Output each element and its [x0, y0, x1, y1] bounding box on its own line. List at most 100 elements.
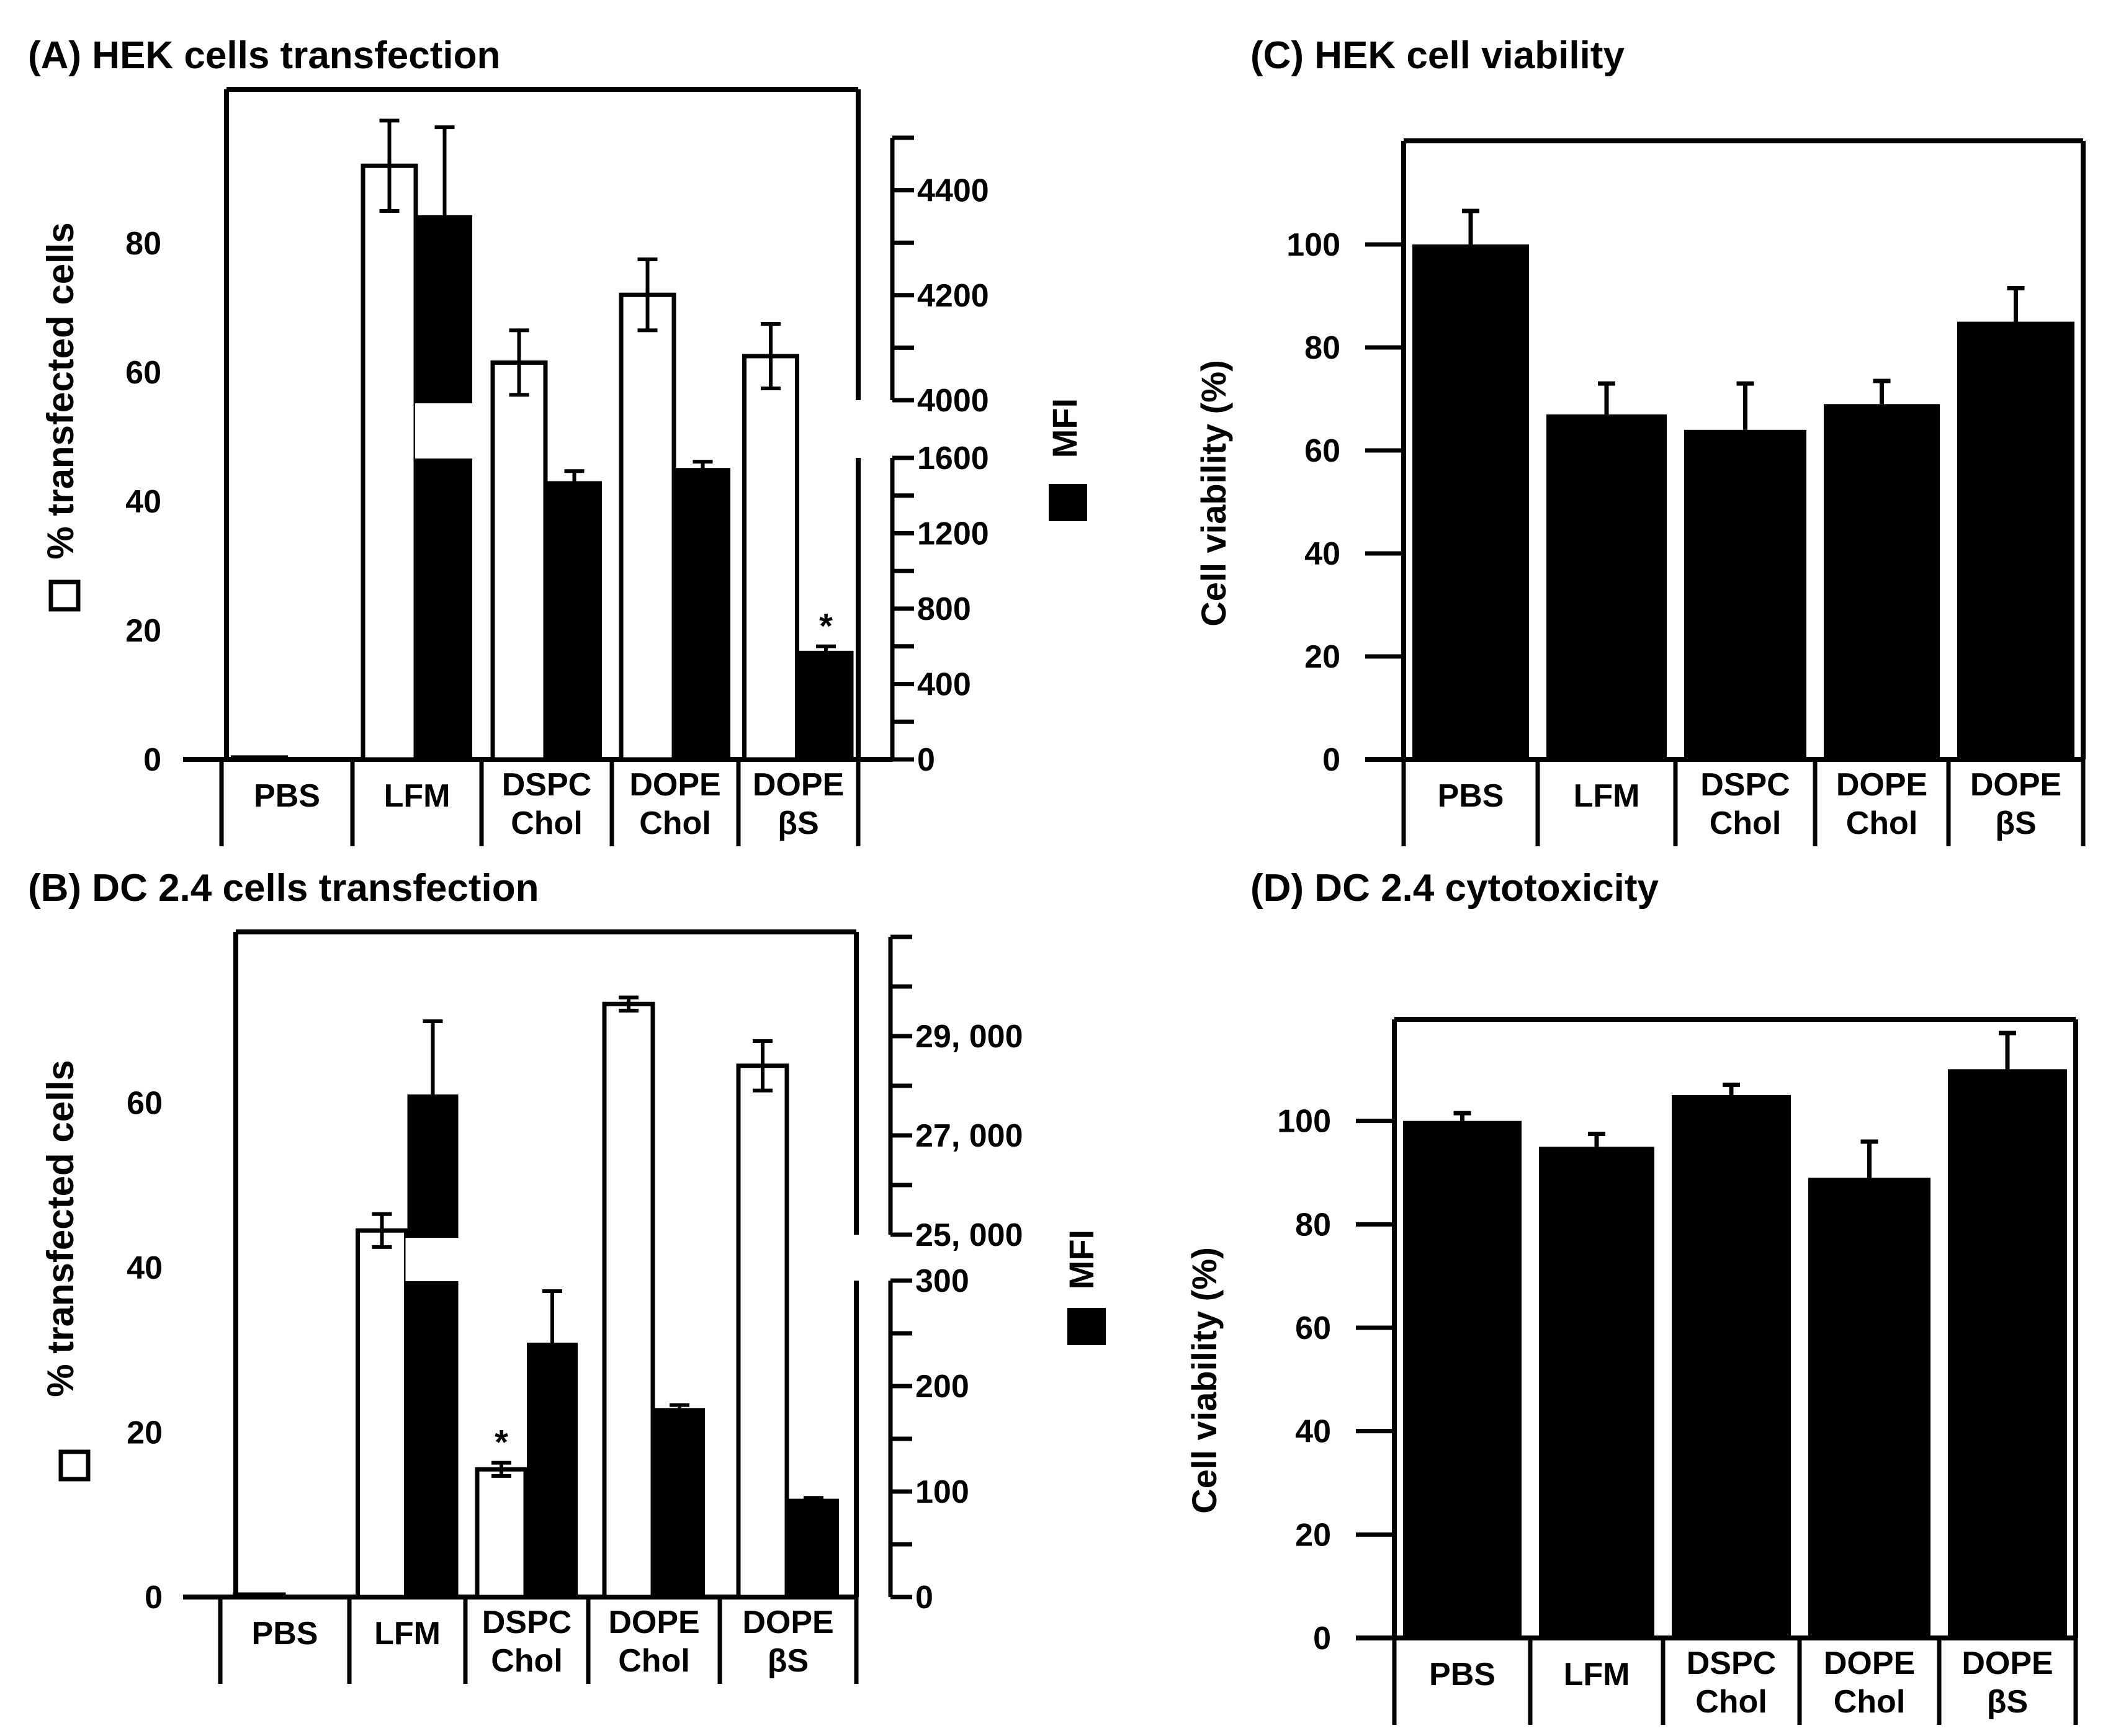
y-tick-label: 80 — [1295, 1207, 1331, 1243]
x-tick-label: PBS — [252, 1616, 318, 1652]
left-y-tick-label: 0 — [145, 1580, 163, 1616]
left-y-tick-label: 40 — [125, 484, 161, 520]
bar-mfi — [655, 1409, 704, 1597]
bar-mfi — [676, 469, 729, 759]
x-tick-label: LFM — [384, 778, 451, 814]
y-tick-label: 100 — [1277, 1104, 1331, 1140]
left-y-tick-label: 0 — [143, 742, 161, 778]
right-y-tick-label: 300 — [915, 1263, 969, 1299]
right-y-tick-label: 0 — [917, 742, 935, 778]
bar-cell-viability — [1948, 1069, 2067, 1638]
legend-filled-square — [1049, 484, 1087, 521]
bar-cell-viability — [1957, 322, 2074, 760]
x-tick-label: DOPE — [1970, 767, 2061, 803]
panel-C: (C) HEK cell viability 0 20 40 60 80 100 PBS LFM… — [1194, 34, 2083, 846]
y-tick-label: 20 — [1295, 1517, 1331, 1553]
x-tick-label: Chol — [1695, 1684, 1767, 1720]
x-tick-label: LFM — [1574, 778, 1640, 814]
x-tick-label: PBS — [254, 778, 320, 814]
x-tick-label: DOPE — [742, 1604, 833, 1640]
left-y-axis-title: % transfected cells — [40, 1060, 81, 1397]
panel-D: (D) DC 2.4 cytotoxicity 0 20 40 60 80 100 PBS LF… — [1185, 867, 2076, 1725]
bar-mfi — [548, 482, 601, 759]
significance-asterisk: * — [819, 606, 833, 645]
bar-percent-transfected — [358, 1230, 406, 1597]
bar-axis-break-gap — [406, 1238, 460, 1281]
left-y-tick-label: 60 — [127, 1086, 163, 1122]
y-tick-label: 20 — [1304, 639, 1340, 675]
x-tick-label: Chol — [511, 805, 583, 841]
legend-filled-square — [1067, 1308, 1106, 1345]
left-y-tick-label: 40 — [127, 1250, 163, 1286]
bar-cell-viability — [1403, 1121, 1522, 1638]
x-tick-label: Chol — [1834, 1684, 1906, 1720]
x-tick-label: PBS — [1438, 778, 1504, 814]
bar-cell-viability — [1684, 430, 1806, 759]
right-y-tick-label: 4000 — [917, 383, 989, 419]
panel-title: (D) DC 2.4 cytotoxicity — [1250, 867, 1659, 910]
x-tick-label: βS — [1995, 805, 2036, 841]
right-y-tick-label: 1200 — [917, 516, 989, 552]
x-tick-label: PBS — [1429, 1657, 1495, 1693]
bar-cell-viability — [1539, 1147, 1654, 1638]
x-tick-label: Chol — [618, 1643, 690, 1679]
panel-title: (A) HEK cells transfection — [28, 34, 500, 77]
x-tick-label: DSPC — [502, 767, 591, 803]
y-tick-label: 60 — [1304, 433, 1340, 469]
right-y-tick-label: 4200 — [917, 278, 989, 314]
bar-mfi — [789, 1500, 838, 1597]
right-y-axis-title: MFI — [1045, 398, 1084, 458]
right-y-tick-label: 0 — [915, 1580, 933, 1616]
bar-percent-transfected — [621, 295, 674, 759]
x-tick-label: βS — [768, 1643, 809, 1679]
bar-percent-transfected — [604, 1004, 653, 1597]
x-tick-label: DOPE — [608, 1604, 699, 1640]
right-y-tick-label: 27, 000 — [915, 1118, 1023, 1154]
x-tick-label: Chol — [639, 805, 711, 841]
x-tick-label: DOPE — [1962, 1645, 2053, 1681]
x-tick-label: LFM — [374, 1616, 441, 1652]
bar-cell-viability — [1808, 1178, 1930, 1638]
left-y-tick-label: 20 — [125, 613, 161, 649]
right-y-tick-label: 200 — [915, 1369, 969, 1405]
x-tick-label: Chol — [1710, 805, 1782, 841]
y-tick-label: 0 — [1313, 1621, 1331, 1657]
x-tick-label: DOPE — [1824, 1645, 1915, 1681]
x-tick-label: βS — [778, 805, 818, 841]
y-tick-label: 40 — [1304, 536, 1340, 572]
bar-percent-transfected — [738, 1066, 787, 1597]
x-tick-label: βS — [1987, 1684, 2028, 1720]
x-tick-label: Chol — [491, 1643, 563, 1679]
bar-percent-transfected — [745, 356, 797, 759]
y-tick-label: 0 — [1322, 742, 1340, 778]
y-tick-label: 60 — [1295, 1310, 1331, 1346]
panel-title: (B) DC 2.4 cells transfection — [28, 867, 539, 910]
y-axis-title: Cell viability (%) — [1194, 360, 1233, 626]
right-y-tick-label: 25, 000 — [915, 1217, 1023, 1253]
bar-percent-transfected — [493, 362, 545, 759]
panel-title: (C) HEK cell viability — [1250, 34, 1625, 77]
x-tick-label: DOPE — [629, 767, 720, 803]
bar-axis-break-gap — [415, 403, 474, 459]
bar-percent-transfected — [235, 1595, 284, 1597]
right-y-tick-label: 100 — [915, 1474, 969, 1510]
y-tick-label: 100 — [1286, 227, 1340, 263]
x-tick-label: LFM — [1564, 1657, 1630, 1693]
y-axis-title: Cell viability (%) — [1185, 1247, 1224, 1513]
left-y-tick-label: 60 — [125, 355, 161, 391]
right-y-tick-label: 400 — [917, 667, 971, 703]
bar-cell-viability — [1824, 404, 1940, 759]
legend-open-square — [61, 1452, 88, 1479]
x-tick-label: DOPE — [1836, 767, 1927, 803]
bar-cell-viability — [1412, 244, 1529, 759]
x-tick-label: DSPC — [482, 1604, 572, 1640]
right-y-tick-label: 29, 000 — [915, 1019, 1023, 1055]
left-y-tick-label: 20 — [127, 1415, 163, 1451]
x-tick-label: DOPE — [753, 767, 844, 803]
bar-percent-transfected — [363, 166, 416, 759]
right-y-tick-label: 4400 — [917, 173, 989, 209]
panel-A: (A) HEK cells transfection02040608004008… — [28, 34, 1087, 846]
significance-asterisk: * — [495, 1423, 508, 1462]
left-y-axis-title: % transfected cells — [40, 222, 81, 560]
y-tick-label: 40 — [1295, 1414, 1331, 1450]
